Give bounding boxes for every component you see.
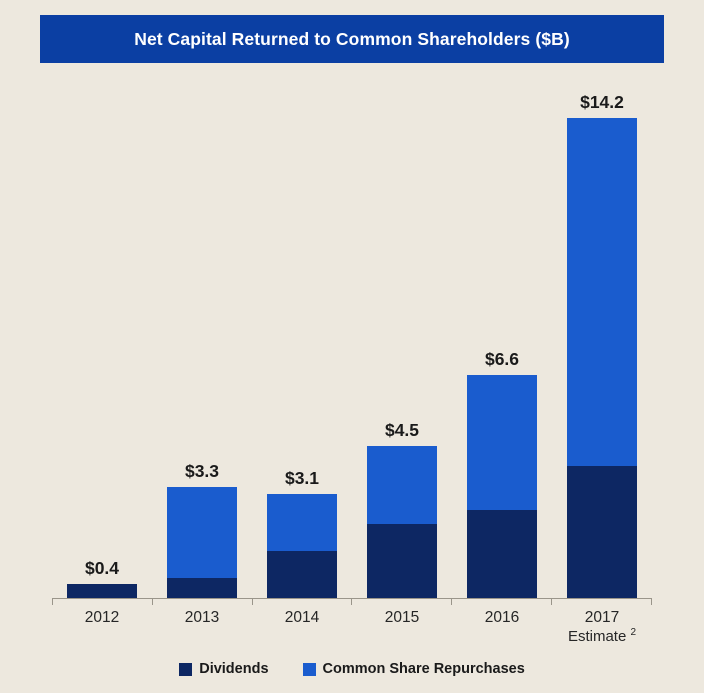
stacked-bar: [467, 375, 537, 598]
x-axis-label: 2017 Estimate 2: [552, 608, 652, 647]
bar-segment-common-share-repurchases: [567, 118, 637, 466]
bar-value-label: $3.1: [284, 468, 320, 488]
bar-column: $0.4: [52, 81, 152, 598]
legend-item: Common Share Repurchases: [302, 661, 525, 678]
bar-column: $4.5: [352, 81, 452, 598]
bar-segment-dividends: [167, 578, 237, 598]
bar-segment-common-share-repurchases: [467, 375, 537, 510]
chart-title: Net Capital Returned to Common Sharehold…: [134, 28, 570, 49]
bar-value-label: $3.3: [184, 461, 220, 481]
legend-swatch: [179, 662, 193, 676]
bar-segment-dividends: [467, 510, 537, 598]
bar-segment-dividends: [567, 466, 637, 598]
axis-tick: [452, 599, 553, 605]
bar-segment-dividends: [367, 524, 437, 598]
axis-tick: [153, 599, 253, 605]
x-axis-labels: 2012 2013 2014 2015 2016 2017 Estimate 2: [52, 608, 652, 647]
stacked-bar: [167, 487, 237, 598]
x-axis-label: 2012: [84, 609, 120, 626]
bar-column: $3.3: [152, 81, 252, 598]
bar-segment-common-share-repurchases: [267, 494, 337, 551]
legend-label: Dividends: [199, 661, 269, 678]
plot-area: $0.4 $3.3 $3.1 $4.5 $6.6 $14.2 2012 2013 2014 20…: [52, 63, 652, 647]
bar-value-label: $14.2: [580, 92, 624, 112]
x-axis-label: 2014: [284, 609, 320, 626]
bar-segment-dividends: [267, 551, 337, 598]
legend-swatch: [302, 662, 316, 676]
bar-column: $6.6: [452, 81, 552, 598]
axis-tick: [552, 599, 652, 605]
axis-tick: [253, 599, 353, 605]
bar-value-label: $6.6: [484, 349, 520, 369]
bar-segment-common-share-repurchases: [167, 487, 237, 578]
stacked-bar: [567, 118, 637, 598]
x-axis-line: [52, 598, 652, 605]
axis-tick: [52, 599, 153, 605]
bar-column: $3.1: [252, 81, 352, 598]
stacked-bar: [267, 494, 337, 598]
x-axis-label: 2013: [184, 609, 220, 626]
bar-value-label: $4.5: [384, 420, 420, 440]
bar-segment-common-share-repurchases: [367, 446, 437, 524]
legend-label: Common Share Repurchases: [322, 661, 525, 678]
x-axis-sublabel: Estimate 2: [567, 627, 637, 646]
x-axis-label: 2016: [484, 609, 520, 626]
axis-tick: [352, 599, 453, 605]
legend-item: Dividends: [179, 661, 269, 678]
legend: Dividends Common Share Repurchases: [0, 661, 704, 677]
chart-title-bar: Net Capital Returned to Common Sharehold…: [40, 15, 664, 63]
stacked-bar: [67, 584, 137, 598]
x-axis-label: 2015: [384, 609, 420, 626]
bar-value-label: $0.4: [84, 558, 120, 578]
bars-row: $0.4 $3.3 $3.1 $4.5 $6.6 $14.2: [52, 81, 652, 598]
bar-segment-dividends: [67, 584, 137, 598]
stacked-bar: [367, 446, 437, 598]
bar-column: $14.2: [552, 81, 652, 598]
